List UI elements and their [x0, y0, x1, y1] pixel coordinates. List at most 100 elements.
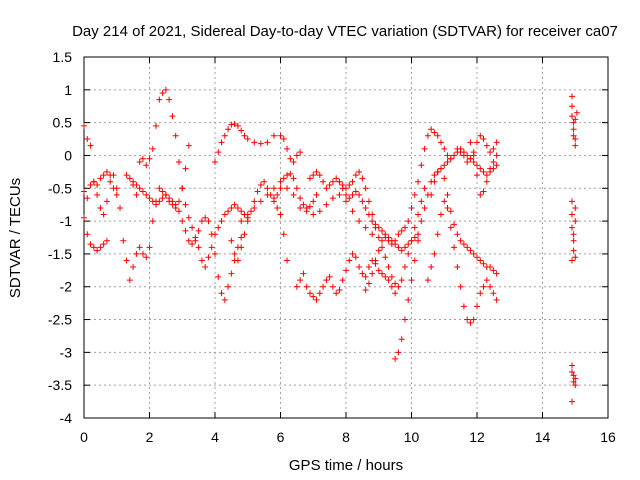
data-point: [428, 264, 435, 271]
data-point: [212, 250, 218, 257]
data-point: [97, 244, 104, 251]
data-point: [316, 172, 323, 179]
data-point: [336, 191, 343, 198]
data-point: [179, 185, 186, 192]
data-point: [346, 195, 353, 202]
data-point: [477, 257, 484, 264]
data-point: [428, 191, 435, 198]
data-point: [369, 211, 376, 218]
data-point: [287, 170, 294, 177]
data-point: [568, 362, 575, 369]
data-point: [264, 139, 271, 146]
data-point: [290, 191, 297, 198]
data-point: [572, 142, 579, 149]
data-point: [437, 165, 444, 172]
data-point: [447, 155, 454, 162]
data-point: [493, 162, 500, 169]
data-point: [293, 152, 300, 159]
data-point: [411, 234, 418, 241]
data-point: [385, 264, 392, 271]
data-point: [130, 264, 137, 271]
data-point: [175, 208, 182, 215]
data-point: [398, 227, 405, 234]
data-point: [277, 185, 284, 192]
data-point: [437, 211, 444, 218]
data-point: [264, 191, 271, 198]
data-point: [487, 264, 494, 271]
data-point: [133, 250, 140, 257]
data-point: [470, 152, 477, 159]
data-point: [339, 181, 346, 188]
data-point: [195, 244, 202, 251]
data-point: [572, 375, 579, 382]
data-point: [303, 204, 310, 211]
data-point: [310, 211, 317, 218]
data-point: [424, 132, 431, 139]
data-point: [166, 96, 173, 103]
data-point: [434, 231, 441, 238]
data-point: [225, 126, 232, 133]
data-point: [421, 185, 428, 192]
data-point: [352, 254, 359, 261]
data-point: [120, 237, 127, 244]
data-point: [182, 201, 189, 208]
data-point: [293, 185, 300, 192]
data-point: [300, 270, 307, 277]
data-point: [270, 185, 277, 192]
y-tick-label: -2: [60, 279, 73, 295]
data-point: [225, 283, 232, 290]
data-point: [480, 260, 487, 267]
data-point: [477, 191, 484, 198]
data-point: [94, 181, 101, 188]
data-point: [130, 178, 137, 185]
data-point: [212, 159, 218, 166]
data-point: [349, 191, 356, 198]
data-point: [303, 283, 310, 290]
data-point: [306, 203, 313, 210]
data-point: [411, 257, 418, 264]
data-point: [339, 277, 346, 284]
data-point: [405, 250, 412, 257]
data-point: [241, 132, 248, 139]
data-point: [356, 218, 363, 225]
data-point: [159, 188, 166, 195]
y-tick-label: -0.5: [48, 180, 72, 196]
data-point: [172, 132, 179, 139]
data-point: [234, 257, 241, 264]
data-point: [248, 208, 255, 215]
data-point: [244, 136, 251, 143]
data-point: [385, 277, 392, 284]
data-point: [146, 155, 153, 162]
data-point: [428, 126, 435, 133]
data-point: [477, 290, 484, 297]
data-point: [490, 159, 497, 166]
data-point: [254, 188, 261, 195]
data-point: [280, 136, 287, 143]
data-point: [326, 273, 333, 280]
data-point: [218, 218, 225, 225]
data-point: [113, 191, 120, 198]
data-point: [464, 152, 471, 159]
data-point: [231, 250, 238, 257]
data-point: [316, 290, 323, 297]
x-tick-label: 4: [211, 429, 219, 445]
data-point: [493, 139, 500, 146]
data-point: [483, 172, 490, 179]
data-point: [202, 264, 209, 271]
data-point: [568, 398, 575, 405]
data-point: [287, 155, 294, 162]
data-point: [139, 188, 146, 195]
data-point: [87, 241, 94, 248]
data-point: [189, 241, 196, 248]
data-point: [398, 336, 405, 343]
data-point: [316, 208, 323, 215]
data-point: [143, 254, 150, 261]
data-point: [87, 181, 94, 188]
data-point: [464, 316, 471, 323]
data-point: [474, 162, 480, 169]
data-point: [238, 127, 245, 134]
data-point: [149, 145, 156, 152]
data-point: [568, 103, 575, 110]
data-point: [221, 132, 228, 139]
data-point: [572, 204, 579, 211]
